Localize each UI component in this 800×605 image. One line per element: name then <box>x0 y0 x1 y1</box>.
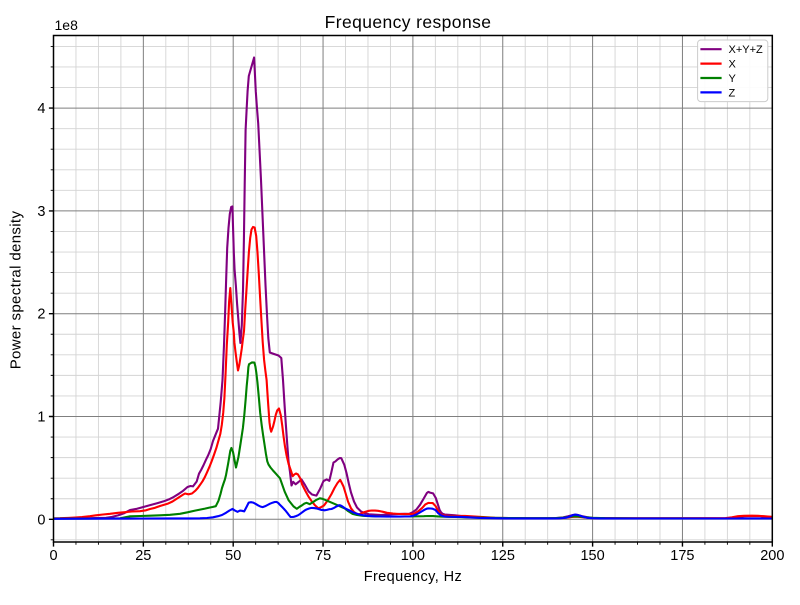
svg-text:50: 50 <box>225 548 241 564</box>
svg-text:1e8: 1e8 <box>55 17 79 33</box>
svg-text:4: 4 <box>37 101 45 117</box>
svg-text:200: 200 <box>760 548 784 564</box>
svg-text:150: 150 <box>580 548 604 564</box>
svg-text:75: 75 <box>315 548 331 564</box>
svg-text:Z: Z <box>729 87 736 99</box>
svg-text:125: 125 <box>491 548 515 564</box>
svg-text:0: 0 <box>37 512 45 528</box>
svg-text:175: 175 <box>670 548 694 564</box>
svg-text:X: X <box>729 59 737 71</box>
svg-text:Power spectral density: Power spectral density <box>8 211 25 370</box>
svg-text:0: 0 <box>49 548 57 564</box>
svg-text:3: 3 <box>37 204 45 220</box>
svg-text:2: 2 <box>37 307 45 323</box>
svg-text:Frequency response: Frequency response <box>325 12 492 32</box>
svg-text:25: 25 <box>135 548 151 564</box>
svg-text:Frequency, Hz: Frequency, Hz <box>364 569 462 585</box>
svg-text:1: 1 <box>37 410 45 426</box>
svg-text:100: 100 <box>401 548 425 564</box>
svg-text:Y: Y <box>729 73 737 85</box>
svg-text:X+Y+Z: X+Y+Z <box>729 44 764 56</box>
